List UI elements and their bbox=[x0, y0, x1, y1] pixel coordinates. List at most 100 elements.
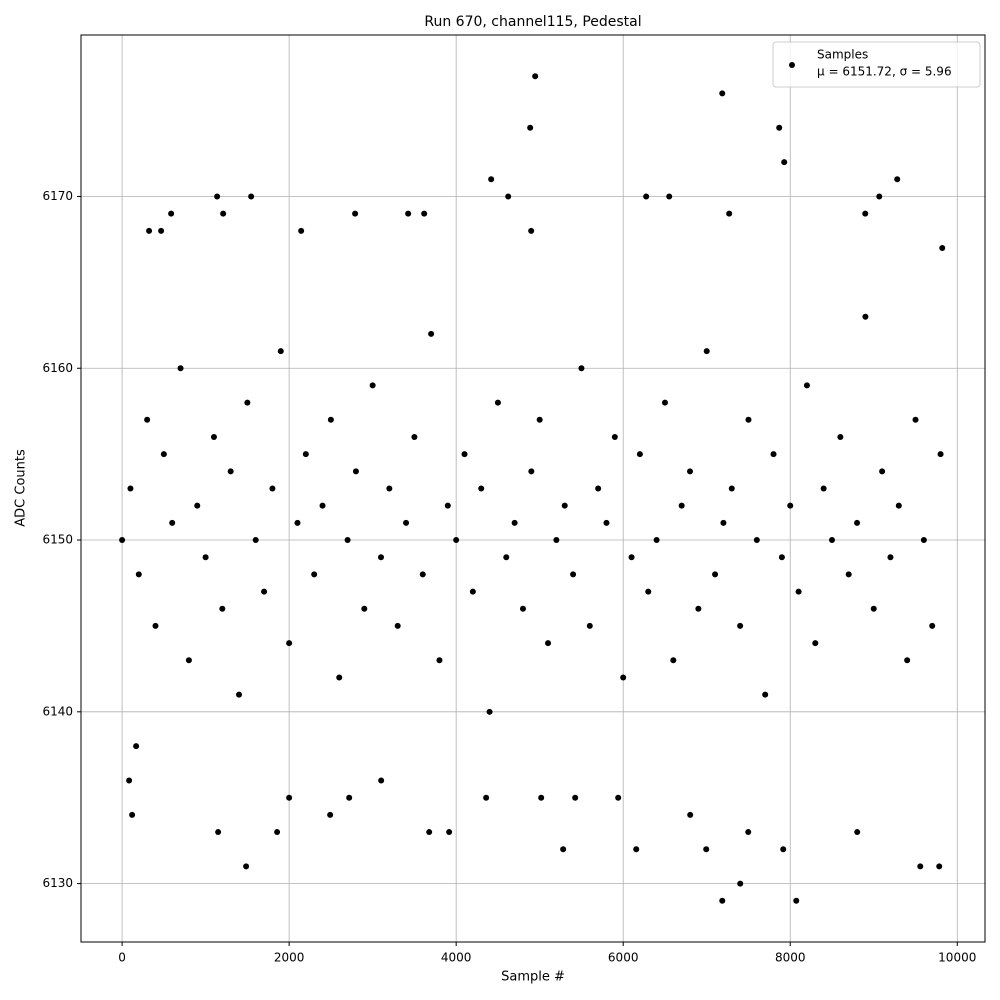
data-point bbox=[586, 622, 593, 629]
data-point bbox=[129, 811, 136, 818]
data-point bbox=[528, 468, 535, 475]
data-point bbox=[920, 537, 927, 544]
data-point bbox=[277, 348, 284, 355]
x-tick-label: 4000 bbox=[441, 951, 472, 965]
data-point bbox=[532, 73, 539, 80]
y-tick-label: 6150 bbox=[42, 533, 73, 547]
data-point bbox=[214, 193, 221, 200]
data-point bbox=[528, 227, 535, 234]
data-point bbox=[152, 622, 159, 629]
data-point bbox=[344, 537, 351, 544]
data-point bbox=[428, 330, 435, 337]
data-point bbox=[787, 502, 794, 509]
data-point bbox=[837, 433, 844, 440]
data-point bbox=[243, 863, 250, 870]
data-point bbox=[144, 416, 151, 423]
data-point bbox=[720, 519, 727, 526]
data-point bbox=[327, 416, 334, 423]
data-point bbox=[620, 674, 627, 681]
data-point bbox=[939, 245, 946, 252]
data-point bbox=[252, 537, 259, 544]
data-point bbox=[781, 159, 788, 166]
data-point bbox=[436, 657, 443, 664]
data-point bbox=[936, 863, 943, 870]
data-point bbox=[726, 210, 733, 217]
data-point bbox=[261, 588, 268, 595]
data-point bbox=[929, 622, 936, 629]
x-tick-label: 2000 bbox=[274, 951, 305, 965]
data-point bbox=[870, 605, 877, 612]
data-point bbox=[405, 210, 412, 217]
data-point bbox=[319, 502, 326, 509]
data-point bbox=[421, 210, 428, 217]
data-point bbox=[444, 502, 451, 509]
data-point bbox=[737, 622, 744, 629]
data-point bbox=[917, 863, 924, 870]
data-point bbox=[719, 897, 726, 904]
data-point bbox=[286, 794, 293, 801]
data-point bbox=[346, 794, 353, 801]
data-point bbox=[377, 554, 384, 561]
data-point bbox=[488, 176, 495, 183]
legend-note: μ = 6151.72, σ = 5.96 bbox=[817, 65, 952, 79]
data-point bbox=[762, 691, 769, 698]
data-point bbox=[653, 537, 660, 544]
chart-title: Run 670, channel115, Pedestal bbox=[424, 14, 641, 30]
y-tick-label: 6160 bbox=[42, 361, 73, 375]
data-point bbox=[194, 502, 201, 509]
data-point bbox=[494, 399, 501, 406]
data-point bbox=[505, 193, 512, 200]
x-tick-label: 8000 bbox=[775, 951, 806, 965]
y-tick-label: 6170 bbox=[42, 189, 73, 203]
data-point bbox=[483, 794, 490, 801]
data-point bbox=[820, 485, 827, 492]
data-point bbox=[615, 794, 622, 801]
data-point bbox=[845, 571, 852, 578]
data-point bbox=[678, 502, 685, 509]
data-point bbox=[219, 605, 226, 612]
data-point bbox=[570, 571, 577, 578]
data-point bbox=[126, 777, 133, 784]
grid: 0 2000 4000 6000 8000 10000 6130 6140 6150 6160 61… bbox=[42, 35, 985, 965]
data-point bbox=[904, 657, 911, 664]
data-point bbox=[269, 485, 276, 492]
data-point bbox=[603, 519, 610, 526]
data-point bbox=[298, 227, 305, 234]
data-point bbox=[812, 640, 819, 647]
data-point bbox=[378, 777, 385, 784]
data-point bbox=[862, 313, 869, 320]
data-point bbox=[745, 829, 752, 836]
data-point bbox=[645, 588, 652, 595]
data-point bbox=[486, 708, 493, 715]
x-tick-label: 0 bbox=[118, 951, 126, 965]
data-point bbox=[210, 433, 217, 440]
data-point bbox=[776, 124, 783, 131]
data-point bbox=[862, 210, 869, 217]
data-point bbox=[728, 485, 735, 492]
y-axis-label: ADC Counts bbox=[14, 449, 29, 527]
data-point bbox=[795, 588, 802, 595]
data-point bbox=[461, 451, 468, 458]
data-point bbox=[628, 554, 635, 561]
data-point bbox=[446, 829, 453, 836]
data-point bbox=[912, 416, 919, 423]
data-point bbox=[894, 176, 901, 183]
data-point bbox=[185, 657, 192, 664]
data-point bbox=[578, 365, 585, 372]
data-point bbox=[236, 691, 243, 698]
data-point bbox=[133, 743, 140, 750]
data-point bbox=[854, 829, 861, 836]
data-point bbox=[553, 537, 560, 544]
data-point bbox=[361, 605, 368, 612]
data-point bbox=[286, 640, 293, 647]
data-point bbox=[168, 210, 175, 217]
y-tick-label: 6140 bbox=[42, 704, 73, 718]
data-point bbox=[712, 571, 719, 578]
points bbox=[119, 73, 946, 904]
data-point bbox=[227, 468, 234, 475]
data-point bbox=[352, 210, 359, 217]
data-point bbox=[803, 382, 810, 389]
data-point bbox=[202, 554, 209, 561]
